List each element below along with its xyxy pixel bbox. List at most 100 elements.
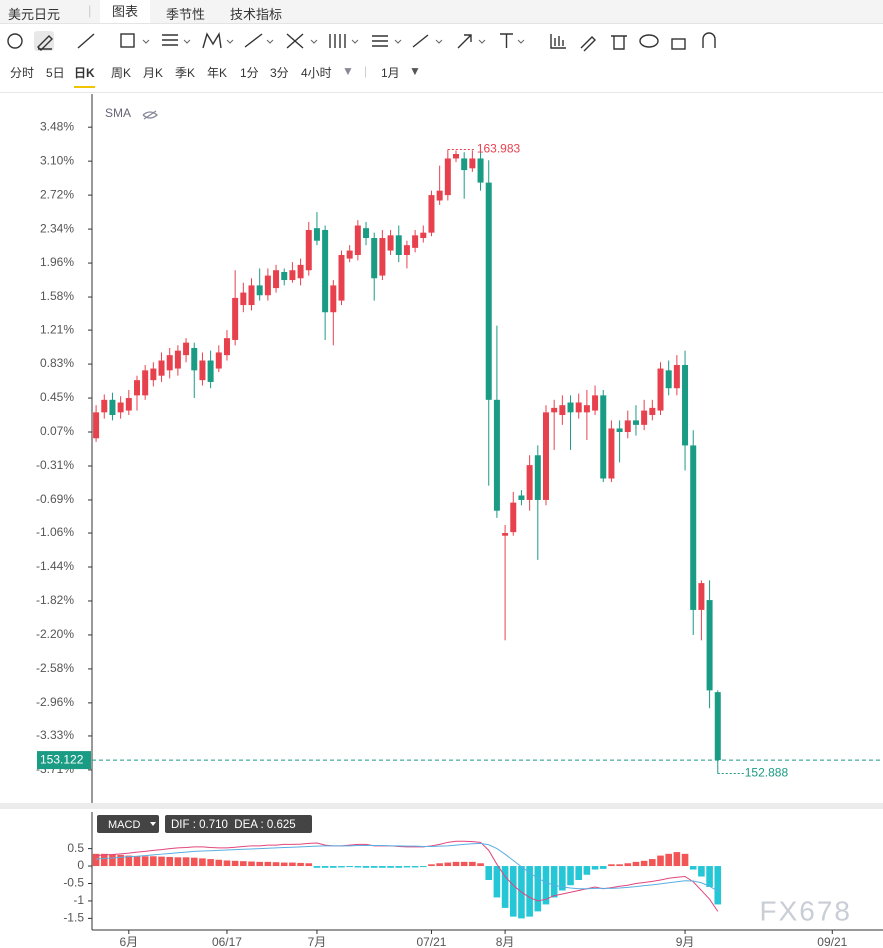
y-tick-label: 3.48% <box>40 119 74 133</box>
macd-bar <box>166 856 174 867</box>
tool-icon[interactable] <box>7 33 23 49</box>
candle-body <box>354 225 361 256</box>
tool-icon[interactable] <box>372 35 388 47</box>
tool-icon[interactable] <box>202 31 222 49</box>
candle-body <box>649 407 656 416</box>
macd-bar <box>240 861 247 867</box>
candle-body <box>117 402 124 413</box>
candle-body <box>289 270 296 281</box>
macd-bar <box>452 861 460 867</box>
tab[interactable]: 技术指标 <box>230 7 283 22</box>
candle-body <box>215 352 222 369</box>
tool-icon[interactable] <box>37 35 53 51</box>
dropdown-arrow <box>150 822 156 826</box>
macd-bar <box>460 861 468 867</box>
tool-icon[interactable] <box>702 32 716 48</box>
watermark: FX678 <box>760 895 853 926</box>
tool-icon[interactable] <box>457 34 472 49</box>
tool-icon[interactable] <box>550 34 566 49</box>
tool-icon[interactable] <box>286 33 304 49</box>
candle-body <box>387 235 394 251</box>
macd-bar <box>289 862 296 867</box>
macd-bar <box>346 866 353 868</box>
macd-bar <box>469 861 476 867</box>
period[interactable]: 日K <box>74 64 95 88</box>
period[interactable]: 周K <box>111 66 132 80</box>
tool-icon[interactable] <box>77 33 95 49</box>
period[interactable]: 5日 <box>46 66 65 80</box>
candle-body <box>641 410 648 425</box>
period[interactable]: 4小时 <box>301 66 332 80</box>
period[interactable]: 季K <box>175 66 196 80</box>
macd-bar <box>444 862 452 867</box>
candle-body <box>485 182 492 400</box>
y-tick-label: 2.72% <box>40 187 74 201</box>
candle-body <box>690 445 697 610</box>
candle-body <box>551 407 558 413</box>
y-tick-label: 0 <box>77 858 84 872</box>
candle-body <box>281 272 288 281</box>
x-tick-label: 6月 <box>119 935 138 948</box>
candle-body <box>477 158 484 183</box>
y-tick-label: -3.33% <box>36 728 74 742</box>
macd-bar <box>550 866 558 898</box>
candle-body <box>542 412 549 500</box>
tool-icon[interactable] <box>412 34 429 48</box>
candle-body <box>191 347 198 371</box>
y-tick-label: -1.44% <box>36 559 74 573</box>
candle-body <box>256 285 263 296</box>
tab[interactable]: 图表 <box>100 0 151 23</box>
period[interactable]: 1分 <box>240 66 259 80</box>
toolbar <box>7 31 716 52</box>
macd-bar <box>354 866 362 868</box>
macd-bar <box>125 855 133 867</box>
period[interactable]: 年K <box>207 66 228 80</box>
macd-selector[interactable] <box>97 815 159 833</box>
dropdown-arrow[interactable]: ▼ <box>342 64 354 78</box>
dropdown-arrow[interactable]: ▼ <box>409 64 421 78</box>
x-tick-label: 8月 <box>496 935 515 948</box>
tool-icon[interactable] <box>500 33 513 48</box>
tab-bar: 美元日元 | 图表 季节性 技术指标 <box>0 0 883 24</box>
tool-icon[interactable] <box>611 35 627 50</box>
tool-icon[interactable] <box>639 34 659 48</box>
macd-bar <box>698 866 705 877</box>
candle-body <box>338 255 345 301</box>
tool-icon[interactable] <box>671 38 686 50</box>
macd-bar <box>714 866 722 905</box>
y-tick-label: -0.69% <box>36 492 74 506</box>
period[interactable]: 1月 <box>381 66 400 80</box>
indicator-label: SMA <box>105 106 131 120</box>
candle-body <box>657 368 664 411</box>
candle-body <box>150 368 157 381</box>
tool-icon[interactable] <box>162 34 178 46</box>
tool-icon[interactable] <box>329 34 346 48</box>
macd-bar <box>264 861 272 867</box>
macd-bar <box>485 866 493 880</box>
tool-icon[interactable] <box>244 33 263 48</box>
tool-icon[interactable] <box>120 33 135 48</box>
y-tick-label: -1.5 <box>63 911 84 925</box>
macd-bar <box>501 866 509 908</box>
candle-body <box>706 600 713 691</box>
candle-body <box>534 455 541 500</box>
candle-body <box>673 364 680 389</box>
macd-bar <box>256 861 263 867</box>
macd-bar <box>616 864 623 867</box>
period[interactable]: 分时 <box>10 66 35 80</box>
macd-bar <box>403 866 411 868</box>
macd-bar <box>338 866 345 868</box>
candle-body <box>428 195 435 233</box>
macd-bar <box>599 866 607 869</box>
candle-body <box>632 420 639 425</box>
x-tick-label: 09/21 <box>817 935 847 948</box>
candle-body <box>346 250 353 259</box>
hide-icon[interactable] <box>142 110 158 120</box>
period[interactable]: 月K <box>143 66 164 80</box>
tool-icon[interactable] <box>580 36 596 52</box>
macd-bar <box>174 857 182 867</box>
period[interactable]: 3分 <box>270 66 289 80</box>
macd-title: MACD <box>108 819 140 831</box>
tab[interactable]: 季节性 <box>166 7 206 22</box>
